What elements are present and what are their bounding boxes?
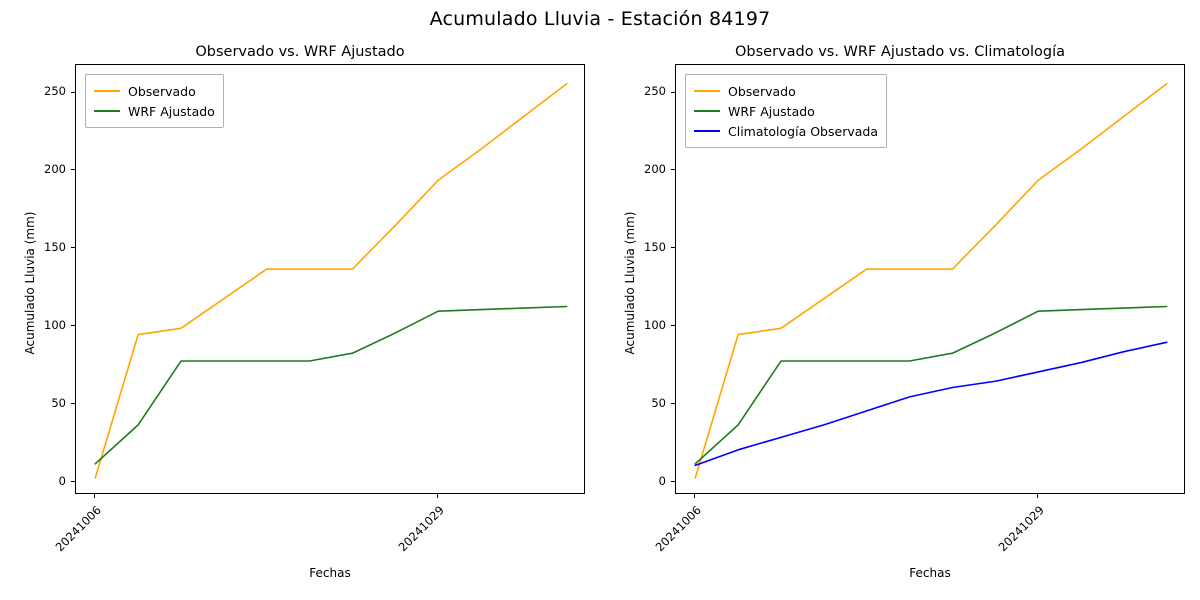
axes-title-left: Observado vs. WRF Ajustado	[195, 44, 405, 60]
plot-area-left	[75, 64, 585, 494]
y-tick-label: 250	[644, 84, 666, 99]
y-tick-label: 50	[51, 395, 66, 410]
legend-label: Observado	[128, 83, 196, 99]
y-tickmark	[71, 481, 75, 483]
figure-suptitle: Acumulado Lluvia - Estación 84197	[429, 8, 771, 30]
x-tickmark	[93, 494, 95, 498]
y-tickmark	[671, 169, 675, 171]
x-tick-label: 20241029	[395, 503, 448, 555]
y-tick-label: 200	[44, 161, 66, 176]
legend-label: Climatología Observada	[728, 123, 878, 139]
x-tickmark	[1036, 494, 1038, 498]
x-axis-label-left: Fechas	[309, 566, 351, 580]
x-tickmark	[436, 494, 438, 498]
series-line-3	[694, 341, 1168, 467]
y-tick-label: 150	[44, 239, 66, 254]
axes-title-right: Observado vs. WRF Ajustado vs. Climatolo…	[735, 44, 1065, 60]
y-tick-label: 0	[58, 473, 66, 488]
y-tickmark	[671, 91, 675, 93]
y-tick-label: 250	[44, 84, 66, 99]
y-tickmark	[71, 403, 75, 405]
y-tickmark	[71, 91, 75, 93]
y-axis-label-right: Acumulado Lluvia (mm)	[623, 211, 637, 355]
y-axis-label-left: Acumulado Lluvia (mm)	[23, 211, 37, 355]
y-tickmark	[671, 403, 675, 405]
y-tick-label: 100	[644, 317, 666, 332]
y-tickmark	[671, 481, 675, 483]
legend-color-swatch	[94, 110, 120, 112]
legend-color-swatch	[694, 130, 720, 132]
y-tickmark	[71, 247, 75, 249]
y-tick-label: 150	[644, 239, 666, 254]
y-tickmark	[71, 325, 75, 327]
x-axis-label-right: Fechas	[909, 566, 951, 580]
y-tickmark	[671, 325, 675, 327]
y-tick-label: 100	[44, 317, 66, 332]
legend-label: WRF Ajustado	[128, 103, 215, 119]
legend-color-swatch	[94, 90, 120, 92]
legend-label: Observado	[728, 83, 796, 99]
y-tickmark	[671, 247, 675, 249]
legend-item: WRF Ajustado	[694, 101, 878, 121]
series-line-2	[694, 305, 1168, 465]
x-tick-label: 20241029	[995, 503, 1048, 555]
x-tick-label: 20241006	[652, 503, 705, 555]
y-tick-label: 200	[644, 161, 666, 176]
x-tick-label: 20241006	[52, 503, 105, 555]
legend-item: WRF Ajustado	[94, 101, 215, 121]
legend-item: Observado	[94, 81, 215, 101]
legend-item: Climatología Observada	[694, 121, 878, 141]
y-tick-label: 0	[658, 473, 666, 488]
y-tickmark	[71, 169, 75, 171]
legend-item: Observado	[694, 81, 878, 101]
legend-label: WRF Ajustado	[728, 103, 815, 119]
y-tick-label: 50	[651, 395, 666, 410]
x-tickmark	[693, 494, 695, 498]
legend-color-swatch	[694, 90, 720, 92]
chart-panel-left: Observado vs. WRF Ajustado Acumulado Llu…	[23, 44, 585, 580]
legend-left: Observado WRF Ajustado	[85, 74, 224, 128]
legend-color-swatch	[694, 110, 720, 112]
legend-right: Observado WRF Ajustado Climatología Observ…	[685, 74, 887, 148]
chart-panel-right: Observado vs. WRF Ajustado vs. Climatolo…	[600, 0, 1200, 600]
series-line-1	[694, 82, 1168, 479]
series-line-1	[94, 82, 568, 479]
series-line-2	[94, 305, 568, 465]
